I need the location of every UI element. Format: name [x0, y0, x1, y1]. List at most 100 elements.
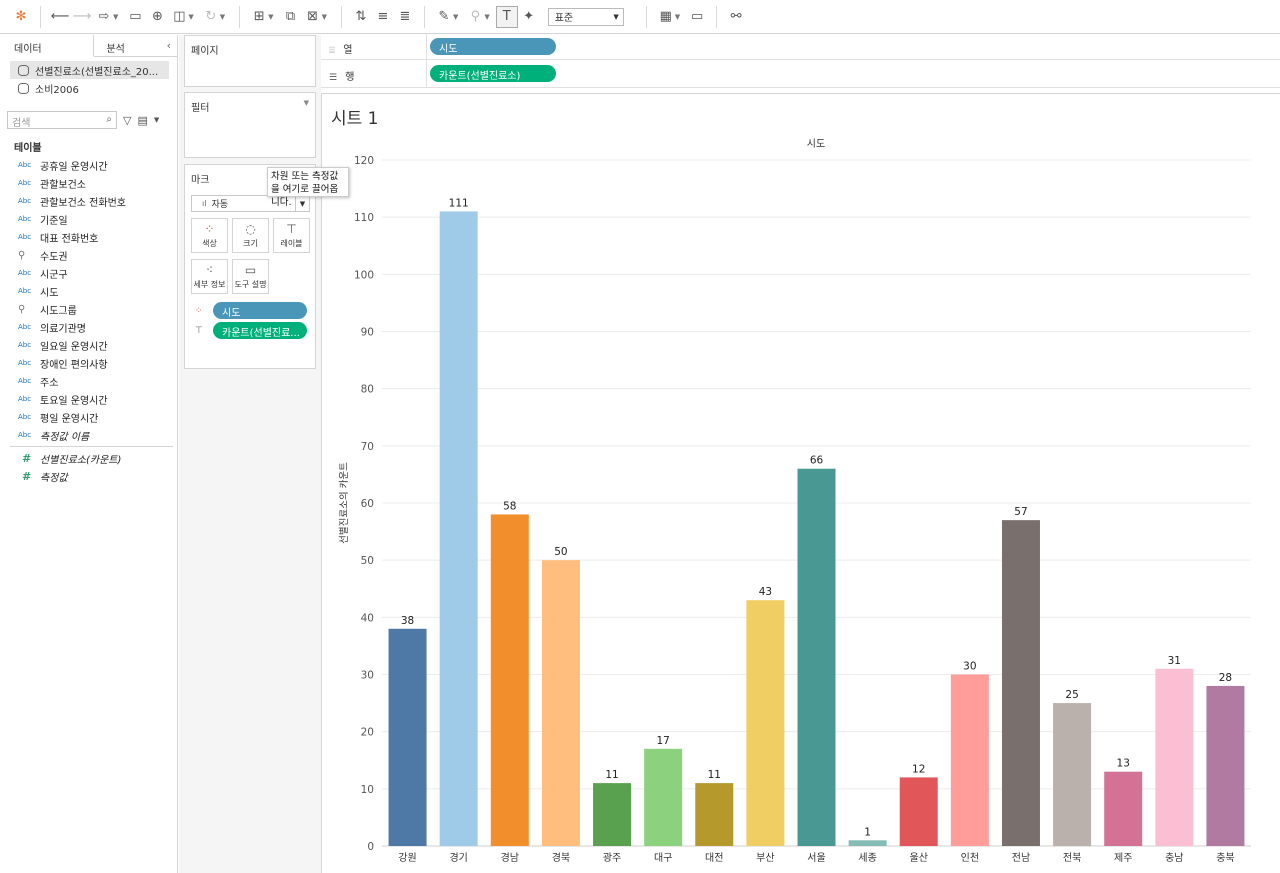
bar[interactable]: [1206, 685, 1245, 846]
chevron-down-icon[interactable]: ▼: [303, 99, 309, 107]
highlight-icon[interactable]: ✎: [438, 9, 450, 24]
tableau-logo-icon[interactable]: ✻: [15, 9, 27, 24]
pause-dropdown-icon[interactable]: ▼: [188, 12, 194, 21]
clear-dropdown-icon[interactable]: ▼: [321, 12, 327, 21]
columns-pill[interactable]: 시도: [430, 38, 556, 55]
view-options-icon[interactable]: ▤: [137, 113, 148, 127]
redo-icon[interactable]: ⟶: [72, 9, 92, 24]
replay-icon[interactable]: ⇨: [98, 9, 110, 24]
undo-icon[interactable]: ⟵: [50, 9, 70, 24]
size-button[interactable]: ◌ 크기: [232, 218, 269, 253]
pages-card[interactable]: 페이지: [184, 35, 316, 87]
datasource-item[interactable]: 선별진료소(선별진료소_20...: [10, 61, 169, 79]
filters-card[interactable]: 필터 ▼: [184, 92, 316, 158]
clear-sheet-icon[interactable]: ⊠: [307, 9, 319, 24]
bar[interactable]: [797, 468, 836, 846]
replay-dropdown-icon[interactable]: ▼: [113, 12, 119, 21]
field-item[interactable]: Abc 토요일 운영시간: [0, 390, 177, 408]
field-item[interactable]: Abc 장애인 편의사항: [0, 354, 177, 372]
bar[interactable]: [695, 783, 734, 846]
field-item[interactable]: Abc 주소: [0, 372, 177, 390]
show-me-icon[interactable]: ▦: [659, 9, 672, 24]
bar[interactable]: [644, 748, 683, 846]
datasource-item[interactable]: 소비2006: [0, 79, 177, 97]
field-item[interactable]: Abc 일요일 운영시간: [0, 336, 177, 354]
field-item[interactable]: ⚲ 시도그룹: [0, 300, 177, 318]
columns-shelf[interactable]: ⦙⦙⦙ 열 시도: [321, 33, 1280, 61]
save-icon[interactable]: ▭: [129, 9, 142, 24]
filter-icon[interactable]: ▽: [123, 113, 132, 127]
field-item[interactable]: Abc 관할보건소 전화번호: [0, 192, 177, 210]
bar[interactable]: [1104, 771, 1143, 846]
bar[interactable]: [439, 211, 478, 846]
bar[interactable]: [388, 628, 427, 846]
label-button[interactable]: ⊤ 레이블: [273, 218, 310, 253]
swap-axes-icon[interactable]: ⇅: [355, 9, 367, 24]
bar[interactable]: [950, 674, 989, 847]
sort-ascending-icon[interactable]: ≡: [377, 9, 389, 24]
show-me-dropdown-icon[interactable]: ▼: [674, 12, 681, 21]
sort-descending-icon[interactable]: ≣: [399, 9, 411, 24]
bar[interactable]: [1001, 520, 1040, 846]
measure-item[interactable]: # 선별진료소(카운트): [0, 449, 177, 467]
field-item[interactable]: Abc 공휴일 운영시간: [0, 156, 177, 174]
field-item[interactable]: Abc 의료기관명: [0, 318, 177, 336]
bar[interactable]: [848, 840, 887, 846]
rows-pill[interactable]: 카운트(선별진료소): [430, 65, 556, 82]
rows-shelf[interactable]: ☰ 행 카운트(선별진료소): [321, 61, 1280, 88]
field-item[interactable]: Abc 시군구: [0, 264, 177, 282]
field-item[interactable]: Abc 평일 운영시간: [0, 408, 177, 426]
mark-type-select[interactable]: ıl 자동 ▼: [191, 195, 310, 212]
x-category-label: 부산: [756, 852, 774, 864]
field-item[interactable]: Abc 기준일: [0, 210, 177, 228]
search-input[interactable]: 검색 ⌕: [7, 111, 117, 129]
highlight-dropdown-icon[interactable]: ▼: [452, 12, 459, 21]
string-type-icon: Abc: [18, 377, 32, 385]
presentation-mode-icon[interactable]: ▭: [690, 9, 704, 24]
fix-axes-icon[interactable]: ✦: [523, 9, 535, 24]
share-icon[interactable]: ⚯: [730, 9, 742, 24]
chevron-down-icon[interactable]: ▼: [153, 116, 160, 124]
show-labels-icon[interactable]: T: [495, 5, 518, 28]
x-category-label: 서울: [807, 852, 825, 864]
marks-pill-color[interactable]: 시도: [213, 302, 307, 319]
field-item[interactable]: ⚲ 수도권: [0, 246, 177, 264]
bar[interactable]: [1155, 668, 1194, 846]
refresh-dropdown-icon[interactable]: ▼: [219, 12, 226, 21]
group-dropdown-icon[interactable]: ▼: [484, 12, 490, 21]
duplicate-sheet-icon[interactable]: ⧉: [285, 9, 296, 24]
bar[interactable]: [746, 600, 785, 846]
refresh-icon[interactable]: ↻: [205, 9, 217, 24]
tab-data[interactable]: 데이터: [0, 35, 95, 57]
group-icon[interactable]: ⚲: [470, 9, 481, 24]
tooltip-button[interactable]: ▭ 도구 설명: [232, 259, 269, 294]
measure-item[interactable]: # 측정값: [0, 467, 177, 485]
field-item[interactable]: Abc 시도: [0, 282, 177, 300]
x-category-label: 전북: [1063, 852, 1081, 864]
sheet-title[interactable]: 시트 1: [331, 109, 379, 129]
bar[interactable]: [541, 560, 580, 846]
string-type-icon: Abc: [18, 161, 32, 169]
field-item[interactable]: Abc 대표 전화번호: [0, 228, 177, 246]
bar[interactable]: [1053, 703, 1092, 846]
new-sheet-dropdown-icon[interactable]: ▼: [268, 12, 274, 21]
bar[interactable]: [593, 783, 632, 846]
pause-updates-icon[interactable]: ◫: [173, 9, 186, 24]
collapse-pane-icon[interactable]: ‹: [166, 39, 171, 52]
bar[interactable]: [899, 777, 938, 846]
x-category-label: 충남: [1165, 852, 1183, 864]
detail-button[interactable]: ⁖ 세부 정보: [191, 259, 228, 294]
bar-value-label: 11: [605, 769, 618, 781]
fit-select[interactable]: 표준 ▼: [547, 7, 624, 26]
bar-value-label: 50: [554, 546, 567, 558]
tab-analytics[interactable]: 분석 ‹: [94, 35, 177, 57]
color-button[interactable]: ⁘ 색상: [191, 218, 228, 253]
new-sheet-icon[interactable]: ⊞: [253, 9, 265, 24]
new-datasource-icon[interactable]: ⊕: [151, 9, 163, 24]
marks-pill-label[interactable]: 카운트(선별진료...: [213, 322, 307, 339]
columns-icon: ⦙⦙⦙: [329, 46, 336, 56]
bar[interactable]: [490, 514, 529, 846]
field-item[interactable]: Abc 측정값 이름: [0, 426, 177, 444]
field-name: 관할보건소 전화번호: [40, 197, 126, 209]
field-item[interactable]: Abc 관할보건소: [0, 174, 177, 192]
